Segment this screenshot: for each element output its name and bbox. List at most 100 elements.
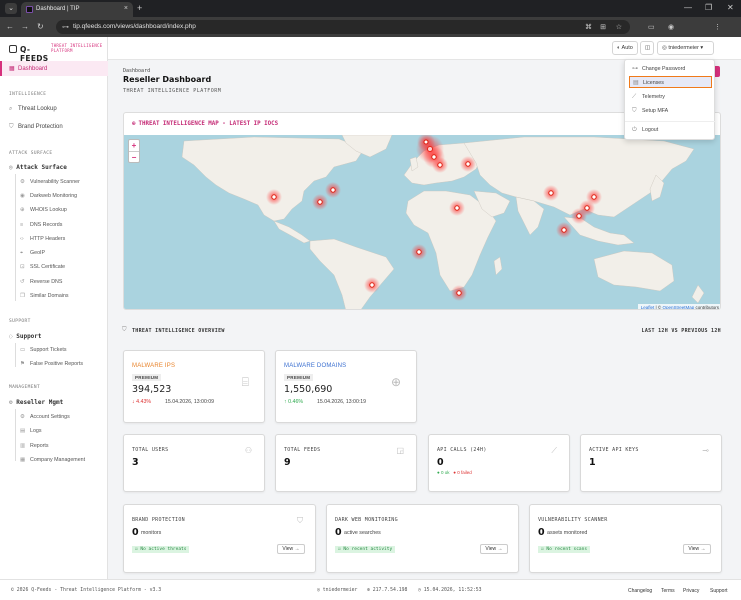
unit-label: active searches: [344, 530, 381, 536]
card-label: ACTIVE API KEYS: [589, 447, 639, 453]
arabia: [473, 190, 511, 218]
user-menu-button[interactable]: ◎ tniedermeier ▾: [657, 41, 714, 55]
brand-view-button[interactable]: View →: [277, 544, 305, 554]
sidebar-group-attack-surface[interactable]: ◎ Attack Surface: [9, 164, 67, 171]
sidebar-item-dashboard-label[interactable]: ▦ Dashboard: [9, 66, 48, 72]
logout-icon: ⏻: [632, 127, 637, 133]
key-icon: ⊶: [632, 66, 638, 72]
breadcrumb[interactable]: Dashboard: [123, 68, 151, 74]
sidebar-item-http-headers[interactable]: ‹› HTTP Headers: [20, 236, 66, 242]
install-icon[interactable]: ⊞: [600, 24, 606, 31]
menu-item-setup-mfa[interactable]: ⛉ Setup MFA: [629, 105, 712, 117]
ioc-marker: [556, 222, 572, 238]
panel-icon: ◫: [645, 45, 651, 51]
ioc-marker: [460, 156, 476, 172]
terms-link[interactable]: Terms: [661, 588, 675, 594]
copy-icon: ❐: [20, 293, 25, 299]
threat-map-card: ⊕ THREAT INTELLIGENCE MAP - LATEST IP IOC…: [123, 112, 721, 310]
map-pin-icon: ⌖: [20, 250, 24, 256]
threat-map[interactable]: Leaflet | © OpenStreetMap contributors: [124, 133, 720, 310]
menu-item-change-password[interactable]: ⊶ Change Password: [629, 63, 712, 75]
delta-value: ↓ 4.43%: [132, 399, 152, 405]
malware-ips-value: 394,523: [132, 384, 172, 395]
ioc-markers: [266, 133, 602, 301]
leaflet-link[interactable]: Leaflet: [640, 305, 655, 310]
sidebar-item-dashboard[interactable]: [0, 61, 108, 76]
ioc-marker: [312, 194, 328, 210]
sidebar: Q-FEEDS THREAT INTELLIGENCE PLATFORM ▦ Da…: [0, 37, 108, 579]
url-text[interactable]: tip.qfeeds.com/views/dashboard/index.php: [73, 23, 196, 30]
user-cog-icon: ⚙: [20, 414, 25, 420]
vuln-view-button[interactable]: View →: [683, 544, 711, 554]
timestamp: 15.04.2026, 13:00:19: [317, 399, 367, 405]
sidebar-item-brand-protection[interactable]: ⛉ Brand Protection: [9, 124, 63, 130]
extensions-icon[interactable]: ▭: [648, 24, 655, 31]
sidebar-item-similar-domains[interactable]: ❐ Similar Domains: [20, 293, 69, 299]
tree-line: [15, 343, 16, 367]
osm-link[interactable]: OpenStreetMap: [662, 305, 695, 310]
browser-menu-icon[interactable]: ⋮: [714, 24, 721, 31]
sidebar-item-whois-lookup[interactable]: ⊕ WHOIS Lookup: [20, 207, 67, 213]
maximize-icon[interactable]: ❐: [705, 3, 713, 12]
topbar: ◐ Auto ◫ ◎ tniedermeier ▾: [108, 37, 741, 60]
back-icon[interactable]: ←: [6, 22, 14, 31]
sidebar-item-reverse-dns[interactable]: ↺ Reverse DNS: [20, 279, 63, 285]
map-attribution: Leaflet | © OpenStreetMap contributors: [637, 304, 720, 310]
africa: [405, 190, 497, 292]
tab-search-icon[interactable]: ⌄: [5, 3, 17, 14]
sidebar-toggle-button[interactable]: ◫: [640, 41, 654, 55]
australia: [593, 250, 675, 292]
close-icon[interactable]: ×: [123, 5, 128, 12]
privacy-link[interactable]: Privacy: [683, 588, 700, 594]
logo-subtitle: THREAT INTELLIGENCE PLATFORM: [51, 43, 103, 53]
dark-web-view-button[interactable]: View →: [480, 544, 508, 554]
sidebar-item-false-positive-reports[interactable]: ⚑ False Positive Reports: [20, 361, 83, 367]
total-users-card: TOTAL USERS 3 ⚇: [123, 434, 265, 492]
malware-domains-card[interactable]: MALWARE DOMAINS PREMIUM 1,550,690 ↑ 0.46…: [275, 350, 417, 423]
sidebar-group-reseller-mgmt[interactable]: ⚙ Reseller Mgmt: [9, 399, 64, 406]
window-close-icon[interactable]: ✕: [727, 3, 734, 12]
building-icon: ▦: [20, 457, 26, 463]
support-link[interactable]: Support: [710, 588, 728, 594]
ioc-marker: [586, 189, 602, 205]
forward-icon[interactable]: →: [21, 22, 29, 31]
malware-ips-card[interactable]: MALWARE IPS PREMIUM 394,523 ↓ 4.43% 15.0…: [123, 350, 265, 423]
browser-tab[interactable]: Dashboard | TIP ×: [21, 2, 133, 17]
address-bar[interactable]: ⊶ tip.qfeeds.com/views/dashboard/index.p…: [56, 20, 630, 34]
theme-toggle-button[interactable]: ◐ Auto: [612, 41, 638, 55]
menu-item-logout[interactable]: ⏻ Logout: [629, 124, 712, 136]
sidebar-item-darkweb-monitoring[interactable]: ◉ Darkweb Monitoring: [20, 193, 78, 199]
new-tab-icon[interactable]: +: [137, 3, 143, 13]
eye-icon: ◉: [20, 193, 25, 199]
sidebar-item-support-tickets[interactable]: ▭ Support Tickets: [20, 347, 67, 353]
total-feeds-value: 9: [284, 457, 291, 468]
greenland: [341, 134, 393, 158]
sidebar-item-company-management[interactable]: ▦ Company Management: [20, 457, 86, 463]
south-america: [309, 238, 395, 309]
sidebar-item-threat-lookup[interactable]: ⌕ Threat Lookup: [9, 106, 57, 112]
profile-icon[interactable]: ◉: [668, 24, 675, 31]
reload-icon[interactable]: ↻: [37, 22, 44, 31]
sidebar-item-reports[interactable]: ▥ Reports: [20, 443, 49, 449]
sidebar-item-vulnerability-scanner[interactable]: ⚙ Vulnerability Scanner: [20, 179, 80, 185]
menu-item-licenses[interactable]: ▤ Licenses: [629, 76, 712, 88]
sidebar-item-geoip[interactable]: ⌖ GeoIP: [20, 250, 46, 256]
sidebar-item-account-settings[interactable]: ⚙ Account Settings: [20, 414, 70, 420]
ioc-marker: [417, 133, 435, 151]
zoom-out-button[interactable]: −: [129, 151, 139, 162]
bookmark-star-icon[interactable]: ☆: [615, 24, 622, 31]
timestamp: 15.04.2026, 13:00:09: [165, 399, 215, 405]
map-zoom-control: + −: [128, 139, 140, 163]
card-label: MALWARE IPS: [132, 363, 176, 369]
changelog-link[interactable]: Changelog: [628, 588, 653, 594]
sidebar-item-ssl-certificate[interactable]: ⊡ SSL Certificate: [20, 264, 66, 270]
site-info-icon[interactable]: ⊶: [62, 24, 69, 31]
sidebar-group-support[interactable]: ◌ Support: [9, 333, 42, 340]
zoom-in-button[interactable]: +: [131, 141, 137, 150]
menu-item-telemetry[interactable]: ⟋ Telemetry: [629, 91, 712, 103]
rss-icon: ◲: [396, 446, 404, 455]
translate-icon[interactable]: ⌘: [585, 24, 592, 31]
sidebar-item-logs[interactable]: ▤ Logs: [20, 428, 42, 434]
minimize-icon[interactable]: —: [684, 3, 692, 12]
sidebar-item-dns-records[interactable]: ≡ DNS Records: [20, 222, 63, 228]
